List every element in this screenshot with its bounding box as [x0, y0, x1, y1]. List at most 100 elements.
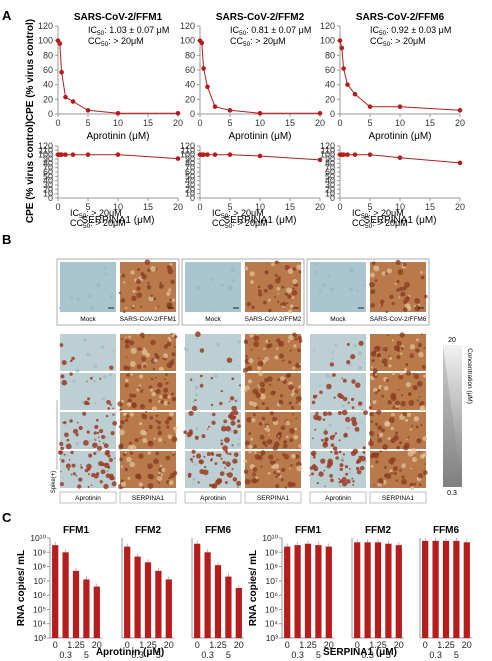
- stain-speck: [191, 461, 194, 463]
- x-axis-label: SERPINA1 (μM): [364, 215, 437, 226]
- stain-speck: [420, 271, 423, 274]
- stain-speck: [163, 353, 168, 359]
- y-tick-label: 60: [325, 65, 335, 75]
- micrograph-background: [185, 334, 241, 371]
- stain-speck: [381, 428, 385, 433]
- stain-speck: [191, 405, 198, 412]
- stain-speck: [96, 431, 100, 435]
- stain-speck: [391, 412, 395, 417]
- stain-speck: [404, 368, 408, 372]
- stain-speck: [129, 451, 134, 455]
- x-tick-label: 0.3: [201, 650, 214, 660]
- line-chart-a1: 0 20 40 60 80 100 120 0 5 10 15 20 SARS-CoV-2/FFM1 Ap…: [25, 12, 183, 142]
- stain-speck: [265, 406, 269, 411]
- stain-speck: [124, 383, 129, 388]
- stain-speck: [341, 377, 343, 380]
- stain-speck: [121, 273, 126, 278]
- stain-speck: [333, 396, 336, 399]
- cell-speck: [114, 412, 117, 415]
- stain-speck: [142, 438, 148, 443]
- stain-speck: [276, 347, 279, 350]
- y-tick-label: 120: [180, 21, 195, 31]
- bar: [214, 565, 222, 638]
- stain-speck: [414, 305, 421, 312]
- cell-speck: [96, 283, 101, 288]
- stain-speck: [129, 393, 134, 398]
- stain-speck: [111, 481, 117, 487]
- stain-speck: [401, 478, 408, 485]
- infected-micrograph: [244, 260, 302, 314]
- cell-speck: [196, 337, 199, 340]
- stain-speck: [396, 340, 402, 346]
- stain-speck: [392, 466, 398, 472]
- cell-speck: [311, 382, 314, 385]
- y-tick-label: 60: [185, 167, 195, 177]
- stain-speck: [163, 344, 169, 349]
- stain-speck: [107, 454, 111, 458]
- bar: [72, 570, 80, 638]
- y-tick-label: 10⁵: [33, 604, 46, 614]
- stain-speck: [233, 410, 239, 416]
- stain-speck: [98, 461, 104, 467]
- stain-speck: [339, 463, 344, 468]
- bar: [204, 552, 211, 638]
- cell-speck: [358, 351, 362, 356]
- stain-speck: [141, 349, 148, 355]
- stain-speck: [404, 418, 409, 422]
- stain-speck: [153, 437, 156, 440]
- bar: [463, 542, 470, 638]
- y-tick-label: 80: [43, 158, 53, 168]
- stain-speck: [230, 420, 236, 426]
- x-axis-label: Aprotinin (μM): [369, 131, 432, 142]
- stain-speck: [120, 298, 126, 303]
- data-point: [317, 110, 323, 116]
- group-label-aprotinin: Aprotinin (μM): [96, 647, 164, 658]
- stain-speck: [277, 378, 281, 382]
- x-tick-label: 20: [173, 118, 183, 128]
- stain-speck: [277, 435, 280, 438]
- stain-speck: [420, 424, 423, 427]
- data-point: [352, 91, 358, 97]
- stain-speck: [164, 378, 166, 381]
- serpina1-micrograph: [117, 450, 178, 490]
- stain-speck: [120, 481, 127, 487]
- stain-speck: [102, 442, 105, 444]
- stain-speck: [212, 412, 216, 417]
- y-tick-label: 100: [320, 36, 335, 46]
- y-tick-label: 50: [185, 171, 195, 181]
- stain-speck: [350, 397, 355, 402]
- data-point: [227, 152, 233, 157]
- stain-speck: [88, 453, 93, 458]
- stain-speck: [119, 273, 122, 276]
- stain-speck: [398, 296, 401, 299]
- stain-speck: [379, 357, 381, 359]
- stain-speck: [402, 262, 407, 267]
- stain-speck: [219, 471, 225, 476]
- stain-speck: [287, 340, 291, 343]
- data-point: [175, 156, 181, 161]
- bar: [62, 552, 69, 638]
- stain-speck: [261, 440, 267, 446]
- stain-speck: [370, 289, 376, 294]
- stain-speck: [247, 365, 253, 371]
- stain-speck: [420, 406, 425, 411]
- stain-speck: [395, 479, 398, 482]
- stain-speck: [210, 376, 214, 380]
- stain-speck: [171, 392, 175, 396]
- stain-speck: [253, 341, 260, 348]
- stain-speck: [330, 478, 334, 483]
- cell-speck: [211, 278, 215, 282]
- stain-speck: [108, 458, 113, 463]
- stain-speck: [264, 444, 268, 448]
- stain-speck: [351, 379, 356, 384]
- stain-speck: [90, 484, 93, 487]
- stain-speck: [359, 367, 361, 369]
- x-tick-label: 15: [285, 118, 295, 128]
- stain-speck: [203, 465, 207, 469]
- stain-speck: [267, 340, 270, 343]
- stain-speck: [272, 416, 278, 422]
- stain-speck: [391, 371, 396, 376]
- bar: [134, 556, 141, 638]
- y-tick-label: 100: [180, 36, 195, 46]
